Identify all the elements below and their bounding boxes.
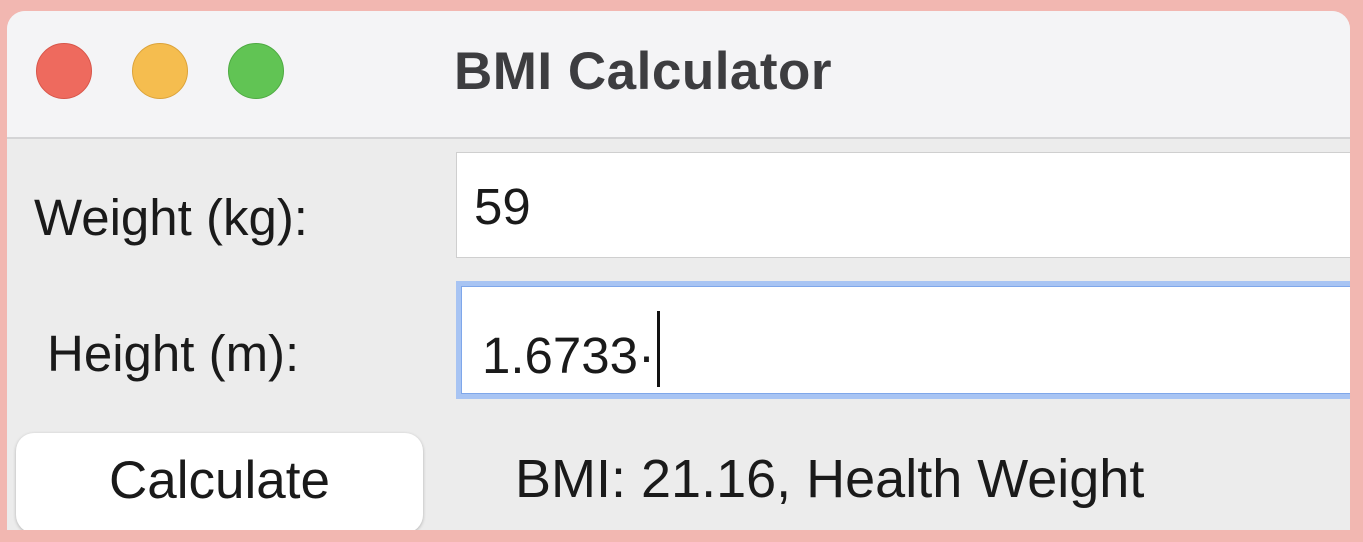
weight-input-value: 59 — [474, 178, 531, 235]
height-input[interactable]: 1.6733· — [456, 281, 1350, 399]
title-bar: BMI Calculator — [7, 11, 1350, 139]
bmi-window: BMI Calculator Weight (kg): 59 Height (m… — [7, 11, 1350, 530]
weight-input[interactable]: 59 — [456, 152, 1350, 258]
minimize-window-button[interactable] — [132, 43, 188, 99]
bmi-result-text: BMI: 21.16, Health Weight — [515, 449, 1145, 509]
height-input-value: 1.6733· — [482, 327, 655, 384]
text-caret — [656, 311, 660, 387]
weight-label: Weight (kg): — [34, 189, 308, 246]
window-title: BMI Calculator — [454, 42, 833, 101]
maximize-window-button[interactable] — [228, 43, 284, 99]
height-label: Height (m): — [47, 325, 300, 382]
close-window-button[interactable] — [36, 43, 92, 99]
calculate-button[interactable]: Calculate — [16, 433, 423, 530]
